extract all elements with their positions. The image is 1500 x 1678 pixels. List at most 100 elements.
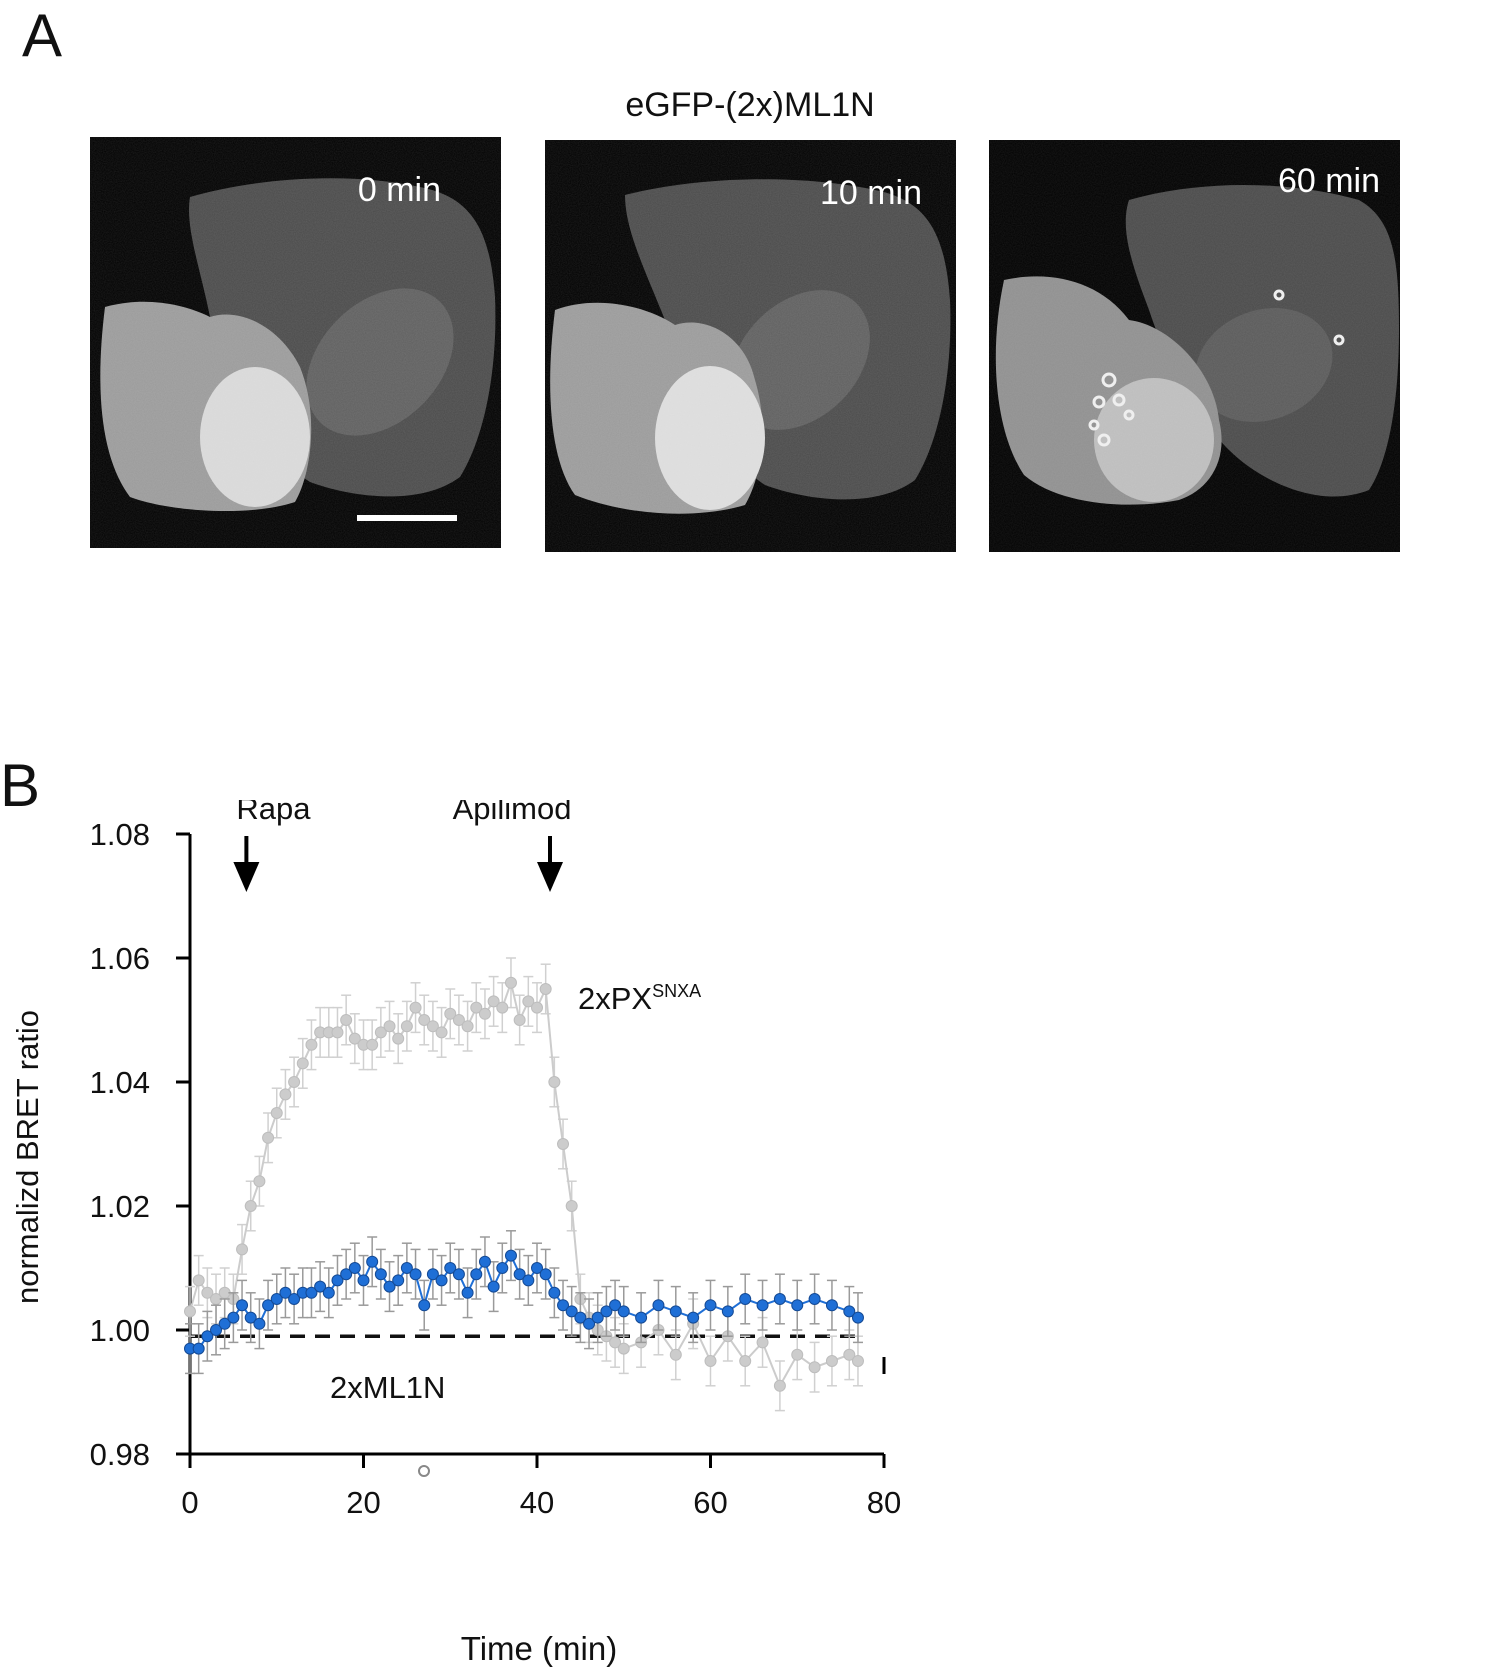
data-point <box>756 1336 769 1349</box>
series-label-2xpx: 2xPXSNXA <box>578 981 701 1016</box>
chart-axes <box>176 832 886 1468</box>
micrograph-60min: 60 min <box>989 140 1400 552</box>
data-point <box>825 1355 838 1367</box>
data-point <box>262 1131 275 1144</box>
y-tick-label: 1.08 <box>90 817 150 852</box>
data-point <box>565 1305 578 1318</box>
data-point <box>331 1274 344 1287</box>
data-point <box>348 1032 361 1045</box>
data-point <box>687 1311 700 1324</box>
data-point <box>739 1293 752 1305</box>
y-tick-label: 0.98 <box>90 1437 150 1472</box>
series-2xml1n <box>184 1230 864 1375</box>
data-point <box>739 1355 752 1367</box>
data-point <box>444 1007 457 1020</box>
annotation-label: Apilimod <box>453 800 572 826</box>
y-tick-label: 1.02 <box>90 1189 150 1224</box>
x-axis-label: Time (min) <box>461 1630 617 1667</box>
series-line <box>189 979 859 1389</box>
data-point <box>426 1020 439 1033</box>
data-point <box>288 1293 301 1305</box>
chart-labels: 0.98 1.00 1.02 1.04 1.06 1.08 0 20 40 60 80 Time (m… <box>10 800 901 1667</box>
data-point <box>791 1348 804 1361</box>
data-point <box>704 1355 717 1367</box>
data-point <box>539 1268 552 1281</box>
data-point <box>374 1026 387 1039</box>
micrograph-0min: 0 min <box>90 137 501 548</box>
data-point <box>825 1299 838 1312</box>
data-point <box>496 1001 509 1014</box>
cell-image <box>545 140 956 552</box>
panel-a-letter: A <box>22 2 63 69</box>
data-point <box>609 1336 622 1349</box>
data-point <box>609 1299 622 1312</box>
data-point <box>279 1088 292 1101</box>
data-point <box>305 1286 318 1299</box>
data-point <box>591 1311 604 1324</box>
data-point <box>513 1268 526 1281</box>
data-point <box>418 1014 431 1026</box>
data-point <box>851 1355 864 1367</box>
data-point <box>357 1274 370 1287</box>
stray-open-circle <box>418 1465 430 1477</box>
data-point <box>773 1379 786 1392</box>
data-point <box>374 1268 387 1281</box>
annotation-arrow-head <box>233 862 260 892</box>
x-tick-label: 40 <box>520 1485 554 1520</box>
data-point <box>531 1001 543 1014</box>
data-point <box>548 1286 561 1299</box>
data-point <box>635 1311 648 1324</box>
data-point <box>513 1014 526 1026</box>
data-point <box>392 1274 405 1287</box>
data-point <box>669 1348 682 1361</box>
annotation-label: Rapa <box>236 800 311 826</box>
data-point <box>435 1274 448 1287</box>
data-point <box>808 1361 821 1374</box>
data-point <box>366 1255 379 1268</box>
data-point <box>539 983 552 995</box>
data-point <box>279 1286 292 1299</box>
data-point <box>270 1107 283 1119</box>
data-point <box>322 1286 335 1299</box>
data-point <box>314 1280 327 1293</box>
frame-time-label: 0 min <box>357 171 441 209</box>
data-point <box>409 1001 422 1014</box>
data-point <box>851 1311 864 1324</box>
data-point <box>192 1274 205 1287</box>
data-point <box>791 1299 804 1312</box>
data-point <box>487 995 500 1008</box>
data-point <box>600 1305 613 1318</box>
data-point <box>522 995 535 1008</box>
data-point <box>808 1293 821 1305</box>
data-point <box>843 1348 856 1361</box>
data-point <box>487 1280 500 1293</box>
data-point <box>557 1138 570 1150</box>
data-point <box>400 1020 413 1033</box>
panel-a-title: eGFP-(2x)ML1N <box>625 86 875 124</box>
data-point <box>557 1299 570 1312</box>
data-point <box>583 1317 596 1330</box>
data-point <box>244 1311 257 1324</box>
data-point <box>773 1293 786 1305</box>
data-point <box>270 1293 283 1305</box>
data-point <box>704 1299 717 1312</box>
data-point <box>565 1200 578 1212</box>
data-point <box>331 1026 344 1039</box>
data-point <box>192 1342 205 1355</box>
y-tick-label: 1.04 <box>90 1065 150 1100</box>
data-point <box>244 1200 257 1212</box>
x-tick-label: 80 <box>867 1485 901 1520</box>
data-point <box>478 1255 491 1268</box>
data-point <box>288 1076 301 1088</box>
y-tick-label: 1.00 <box>90 1313 150 1348</box>
data-point <box>400 1262 413 1274</box>
data-point <box>504 1249 517 1262</box>
data-point <box>383 1020 396 1033</box>
data-point <box>392 1032 405 1045</box>
data-point <box>383 1280 396 1293</box>
data-point <box>504 976 517 989</box>
y-axis-label: normalizd BRET ratio <box>10 1010 45 1304</box>
data-point <box>461 1286 474 1299</box>
data-point <box>843 1305 856 1318</box>
data-point <box>236 1243 249 1256</box>
